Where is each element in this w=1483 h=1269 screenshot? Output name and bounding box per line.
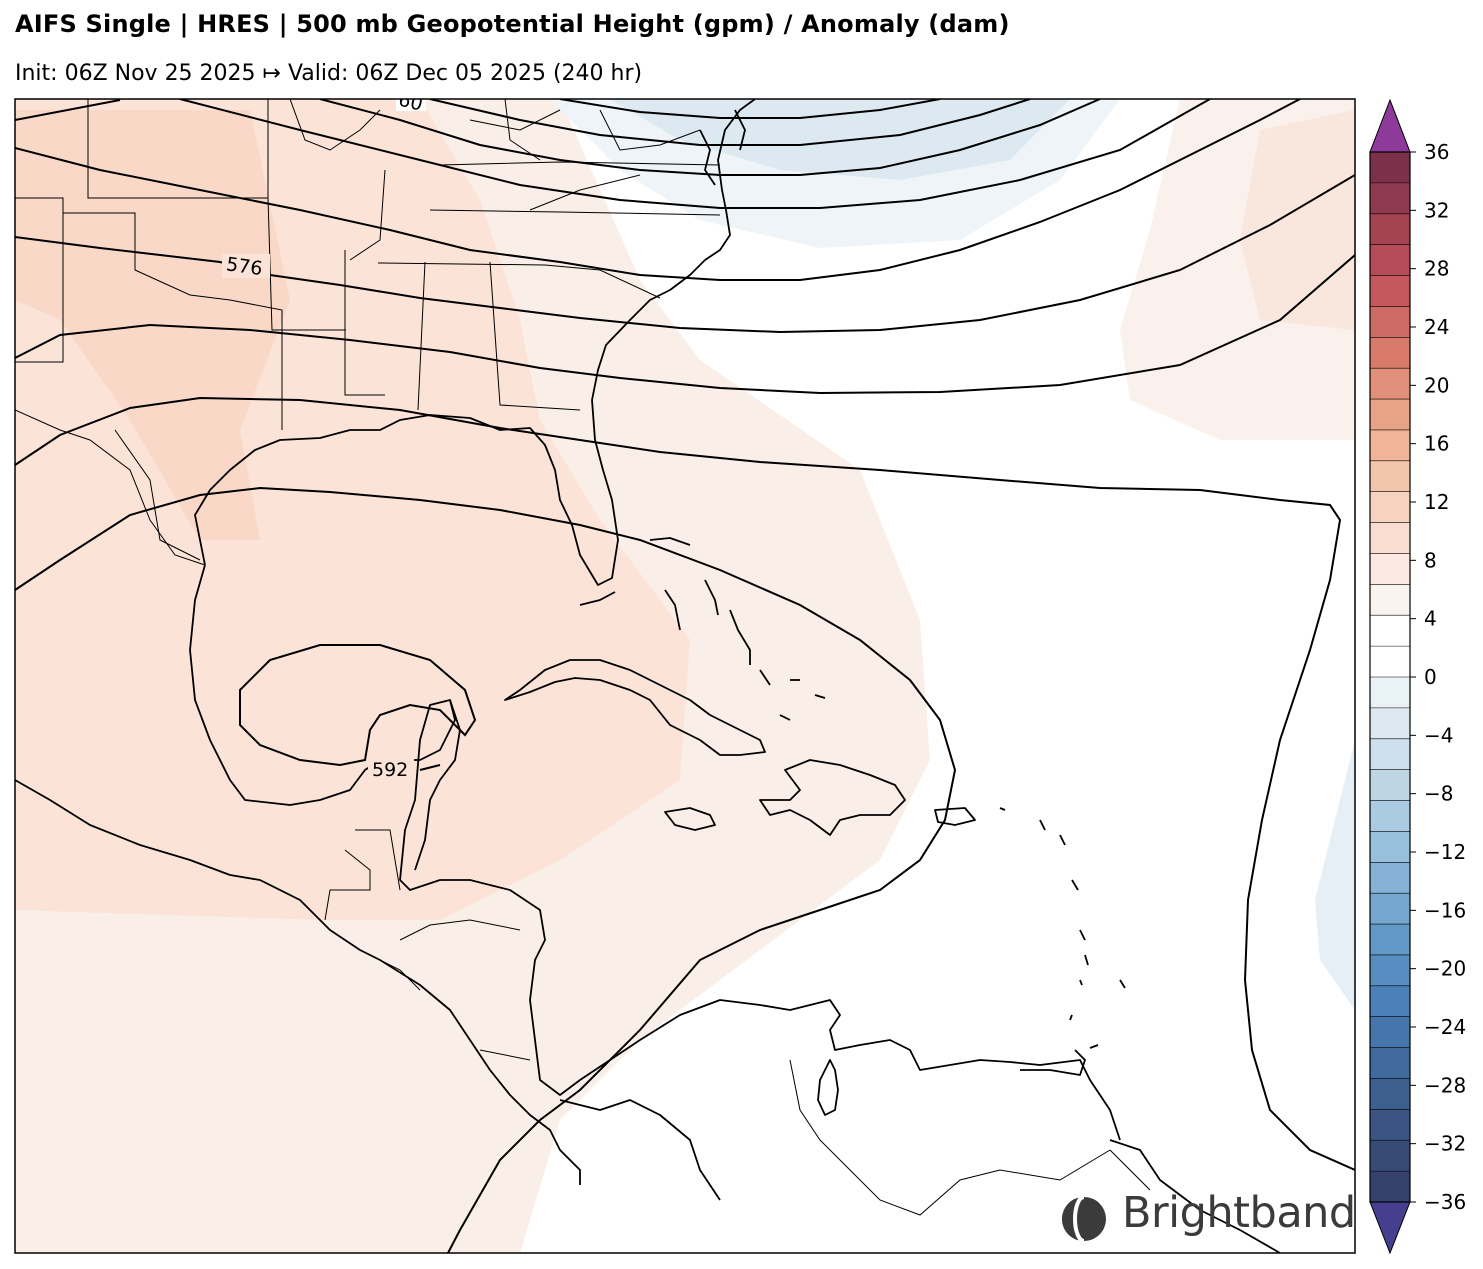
map-frame [14, 98, 1356, 1254]
height-contours [15, 99, 1355, 1253]
state-borders [15, 99, 721, 561]
anomaly-negative-southeast [1315, 740, 1355, 1010]
contour-label-576: 576 [225, 253, 264, 280]
brightband-logo-text: Brightband [1122, 1188, 1356, 1238]
coastlines [15, 99, 1281, 1253]
anomaly-negative-northeast-core [610, 99, 1070, 180]
contour-label-592: 592 [372, 759, 408, 781]
chart-subtitle: Init: 06Z Nov 25 2025 ↦ Valid: 06Z Dec 0… [15, 61, 643, 86]
brightband-logo: Brightband [1060, 1188, 1356, 1246]
anomaly-positive-east-core [1240, 110, 1355, 330]
brightband-logo-icon [1062, 1195, 1106, 1243]
country-borders [15, 409, 1151, 1216]
contour-label-top: 60 [396, 88, 425, 115]
chart-title: AIFS Single | HRES | 500 mb Geopotential… [15, 10, 1010, 38]
